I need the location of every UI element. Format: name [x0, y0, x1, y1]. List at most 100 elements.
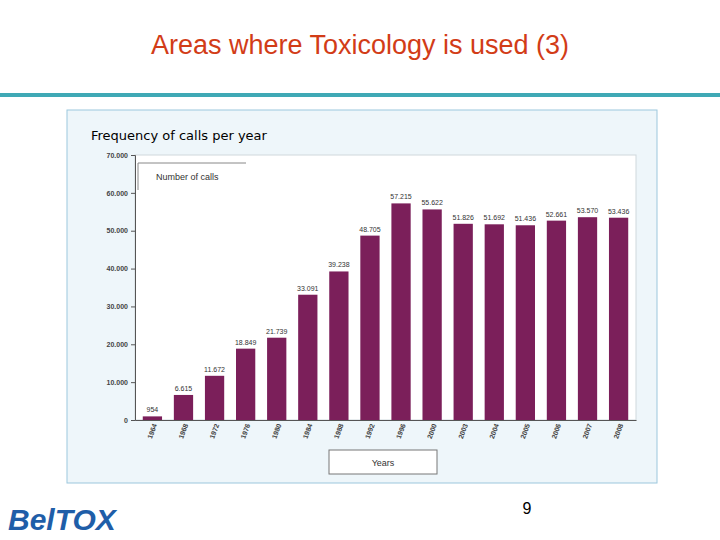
data-label: 11.672: [204, 366, 225, 373]
x-tick-label: 2008: [612, 423, 624, 440]
x-tick: 1968: [177, 420, 189, 440]
y-tick: 60.000: [107, 190, 135, 197]
y-tick: 40.000: [107, 265, 135, 272]
y-axis: 0 10.000 20.000 30.000 40.000 50.000 60.000 70.…: [107, 152, 136, 424]
x-tick-label: 1988: [333, 423, 345, 440]
y-tick-mark: [131, 231, 135, 232]
bar: [516, 225, 535, 420]
data-labels: 9546.61511.67218.84921.73933.09139.23848…: [147, 193, 630, 413]
data-label: 18.849: [235, 339, 257, 346]
y-tick: 70.000: [107, 152, 135, 159]
data-label: 57.215: [390, 193, 412, 200]
y-tick-mark: [131, 420, 135, 421]
title-rule: [0, 93, 720, 97]
y-axis-line: [131, 156, 136, 421]
slide-title: Areas where Toxicology is used (3): [151, 30, 569, 60]
bar: [267, 338, 286, 420]
y-tick: 0: [124, 417, 135, 424]
x-tick: 2000: [426, 420, 438, 440]
y-tick-label: 50.000: [107, 227, 129, 234]
x-tick-label: 2006: [550, 423, 562, 440]
x-tick: 2008: [612, 420, 624, 440]
x-tick: 1972: [208, 420, 220, 440]
bar: [174, 395, 193, 420]
y-tick-mark: [131, 155, 135, 156]
bar: [329, 271, 348, 420]
bar: [547, 221, 566, 420]
bar: [236, 349, 255, 420]
x-tick: 1964: [146, 420, 158, 440]
y-tick-label: 20.000: [107, 341, 129, 348]
legend-frame: [138, 163, 246, 190]
data-label: 53.436: [608, 208, 630, 215]
x-tick-label: 2004: [488, 423, 500, 440]
data-label: 51.436: [515, 215, 537, 222]
bar: [298, 295, 317, 420]
x-tick-label: 2005: [519, 423, 531, 440]
y-tick-label: 10.000: [107, 379, 129, 386]
data-label: 48.705: [359, 226, 381, 233]
logo: BelTOX: [8, 503, 118, 536]
x-tick-label: 2003: [457, 423, 469, 440]
y-tick-label: 70.000: [107, 152, 129, 159]
y-tick-mark: [131, 382, 135, 383]
bar: [609, 218, 628, 420]
x-tick-label: 1984: [302, 423, 314, 440]
y-tick-mark: [131, 306, 135, 307]
plot-area: [135, 155, 636, 420]
x-tick-label: 1964: [146, 423, 158, 440]
bar: [485, 224, 504, 420]
y-tick-label: 30.000: [107, 303, 129, 310]
x-tick: 2004: [488, 420, 500, 440]
y-tick-label: 0: [124, 417, 128, 424]
x-tick: 1992: [364, 420, 376, 440]
x-tick-label: 1992: [364, 423, 376, 440]
x-axis-title: Years: [372, 458, 395, 468]
y-tick-label: 40.000: [107, 265, 129, 272]
y-tick-mark: [131, 193, 135, 194]
x-tick-label: 1980: [271, 423, 283, 440]
data-label: 21.739: [266, 328, 288, 335]
bar: [391, 203, 410, 420]
x-tick: 2007: [581, 420, 593, 440]
data-label: 52.661: [546, 211, 568, 218]
y-tick-mark: [131, 269, 135, 270]
slide: Areas where Toxicology is used (3) Freque…: [0, 0, 720, 540]
data-label: 6.615: [175, 385, 193, 392]
bar: [205, 376, 224, 420]
legend-entry: Number of calls: [156, 172, 219, 182]
bar: [143, 416, 162, 420]
x-tick: 2006: [550, 420, 562, 440]
x-tick-label: 1996: [395, 423, 407, 440]
x-tick-label: 1972: [208, 423, 220, 440]
x-tick-label: 1968: [177, 423, 189, 440]
x-axis-line: [136, 420, 637, 421]
bar: [578, 217, 597, 420]
x-axis: 1964 1968 1972 1976 1980 1984 1988 1992 1996 2000…: [136, 420, 637, 440]
x-tick: 1996: [395, 420, 407, 440]
bars: [143, 203, 628, 420]
data-label: 954: [147, 406, 159, 413]
data-label: 51.826: [452, 214, 474, 221]
y-tick: 10.000: [107, 379, 135, 386]
x-tick: 2003: [457, 420, 469, 440]
x-tick: 1984: [302, 420, 314, 440]
x-title-box: [329, 450, 437, 474]
x-tick: 1980: [271, 420, 283, 440]
chart-title: Frequency of calls per year: [91, 128, 268, 143]
y-tick: 50.000: [107, 227, 135, 234]
bar: [454, 224, 473, 420]
data-label: 39.238: [328, 261, 350, 268]
data-label: 55.622: [421, 199, 443, 206]
x-tick-label: 2007: [581, 423, 593, 440]
x-tick-label: 1976: [239, 423, 251, 440]
x-tick-label: 2000: [426, 423, 438, 440]
x-tick: 1988: [333, 420, 345, 440]
x-tick: 1976: [239, 420, 251, 440]
y-tick: 30.000: [107, 303, 135, 310]
y-tick: 20.000: [107, 341, 135, 348]
y-tick-mark: [131, 344, 135, 345]
data-label: 51.692: [484, 214, 506, 221]
chart-panel: [67, 110, 657, 483]
x-tick: 2005: [519, 420, 531, 440]
